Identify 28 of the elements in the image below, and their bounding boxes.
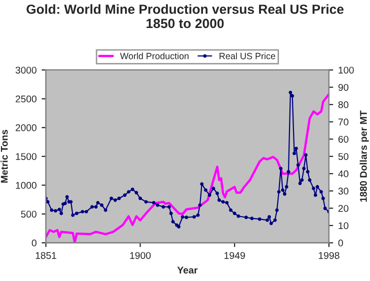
y2-tick-label: 10 bbox=[338, 222, 348, 230]
y2-tick-label: 90 bbox=[338, 84, 348, 91]
y-tick-label: 2500 bbox=[16, 96, 36, 102]
y-tick-label: 500 bbox=[21, 210, 36, 218]
legend-label: World Production bbox=[120, 52, 189, 60]
y2-tick-label: 70 bbox=[338, 118, 348, 126]
x-tick-label: 1949 bbox=[224, 252, 245, 259]
legend-label: Real US Price bbox=[220, 52, 276, 60]
y2-tick-label: 0 bbox=[338, 240, 343, 246]
y2-tick-label: 80 bbox=[338, 101, 348, 108]
y-tick-label: 2000 bbox=[16, 124, 36, 132]
y-tick-label: 3000 bbox=[16, 66, 36, 74]
x-axis-title: Year bbox=[177, 266, 198, 274]
x-tick-label: 1998 bbox=[318, 252, 340, 259]
y2-tick-label: 30 bbox=[338, 188, 348, 195]
y2-axis-title: 1880 Dollars per MT bbox=[360, 110, 369, 202]
x-tick-label: 1851 bbox=[36, 252, 56, 259]
y-tick-label: 0 bbox=[32, 240, 36, 246]
y-tick-label: 1000 bbox=[16, 182, 36, 189]
x-tick-label: 1900 bbox=[130, 252, 151, 259]
y2-tick-label: 100 bbox=[338, 66, 354, 74]
y-axis-title: Metric Tons bbox=[0, 130, 8, 183]
chart-title: Gold: World Mine Production versus Real US Price 1850 to 2000 bbox=[26, 4, 344, 28]
y2-tick-label: 40 bbox=[338, 170, 348, 178]
y2-tick-label: 50 bbox=[338, 153, 348, 160]
y-tick-label: 1500 bbox=[16, 153, 36, 160]
y2-tick-label: 60 bbox=[338, 136, 348, 143]
y2-tick-label: 20 bbox=[338, 204, 348, 212]
